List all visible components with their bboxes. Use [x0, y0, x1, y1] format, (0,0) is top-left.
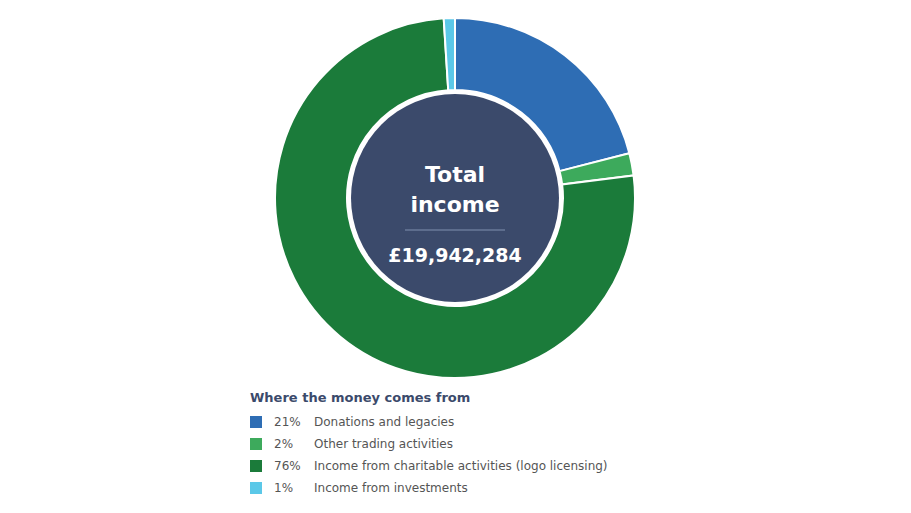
legend-swatch	[250, 460, 262, 472]
legend-value: 2%	[274, 437, 293, 451]
legend-label: Donations and legacies	[314, 415, 454, 429]
slice	[444, 18, 455, 90]
legend-swatch	[250, 438, 262, 450]
legend: Where the money comes from 21% Donations a…	[250, 390, 608, 495]
legend-value: 21%	[274, 415, 301, 429]
legend-value: 76%	[274, 459, 301, 473]
legend-value: 1%	[274, 481, 293, 495]
donut: Total income £19,942,284	[275, 18, 635, 378]
legend-label: Other trading activities	[314, 437, 453, 451]
legend-item: 76% Income from charitable activities (lo…	[250, 459, 608, 473]
legend-item: 21% Donations and legacies	[250, 415, 454, 429]
center-text: income	[410, 192, 499, 217]
center-text: Total	[425, 162, 485, 187]
slice	[275, 18, 635, 378]
legend-swatch	[250, 416, 262, 428]
chart: Total income £19,942,284 Where the money co…	[0, 0, 911, 513]
legend-label: Income from charitable activities (logo …	[314, 459, 608, 473]
center-disc	[351, 94, 559, 302]
legend-label: Income from investments	[314, 481, 468, 495]
legend-title: Where the money comes from	[250, 390, 470, 405]
legend-item: 2% Other trading activities	[250, 437, 453, 451]
center-text: £19,942,284	[388, 244, 521, 266]
divider	[405, 230, 505, 231]
legend-swatch	[250, 482, 262, 494]
legend-item: 1% Income from investments	[250, 481, 468, 495]
